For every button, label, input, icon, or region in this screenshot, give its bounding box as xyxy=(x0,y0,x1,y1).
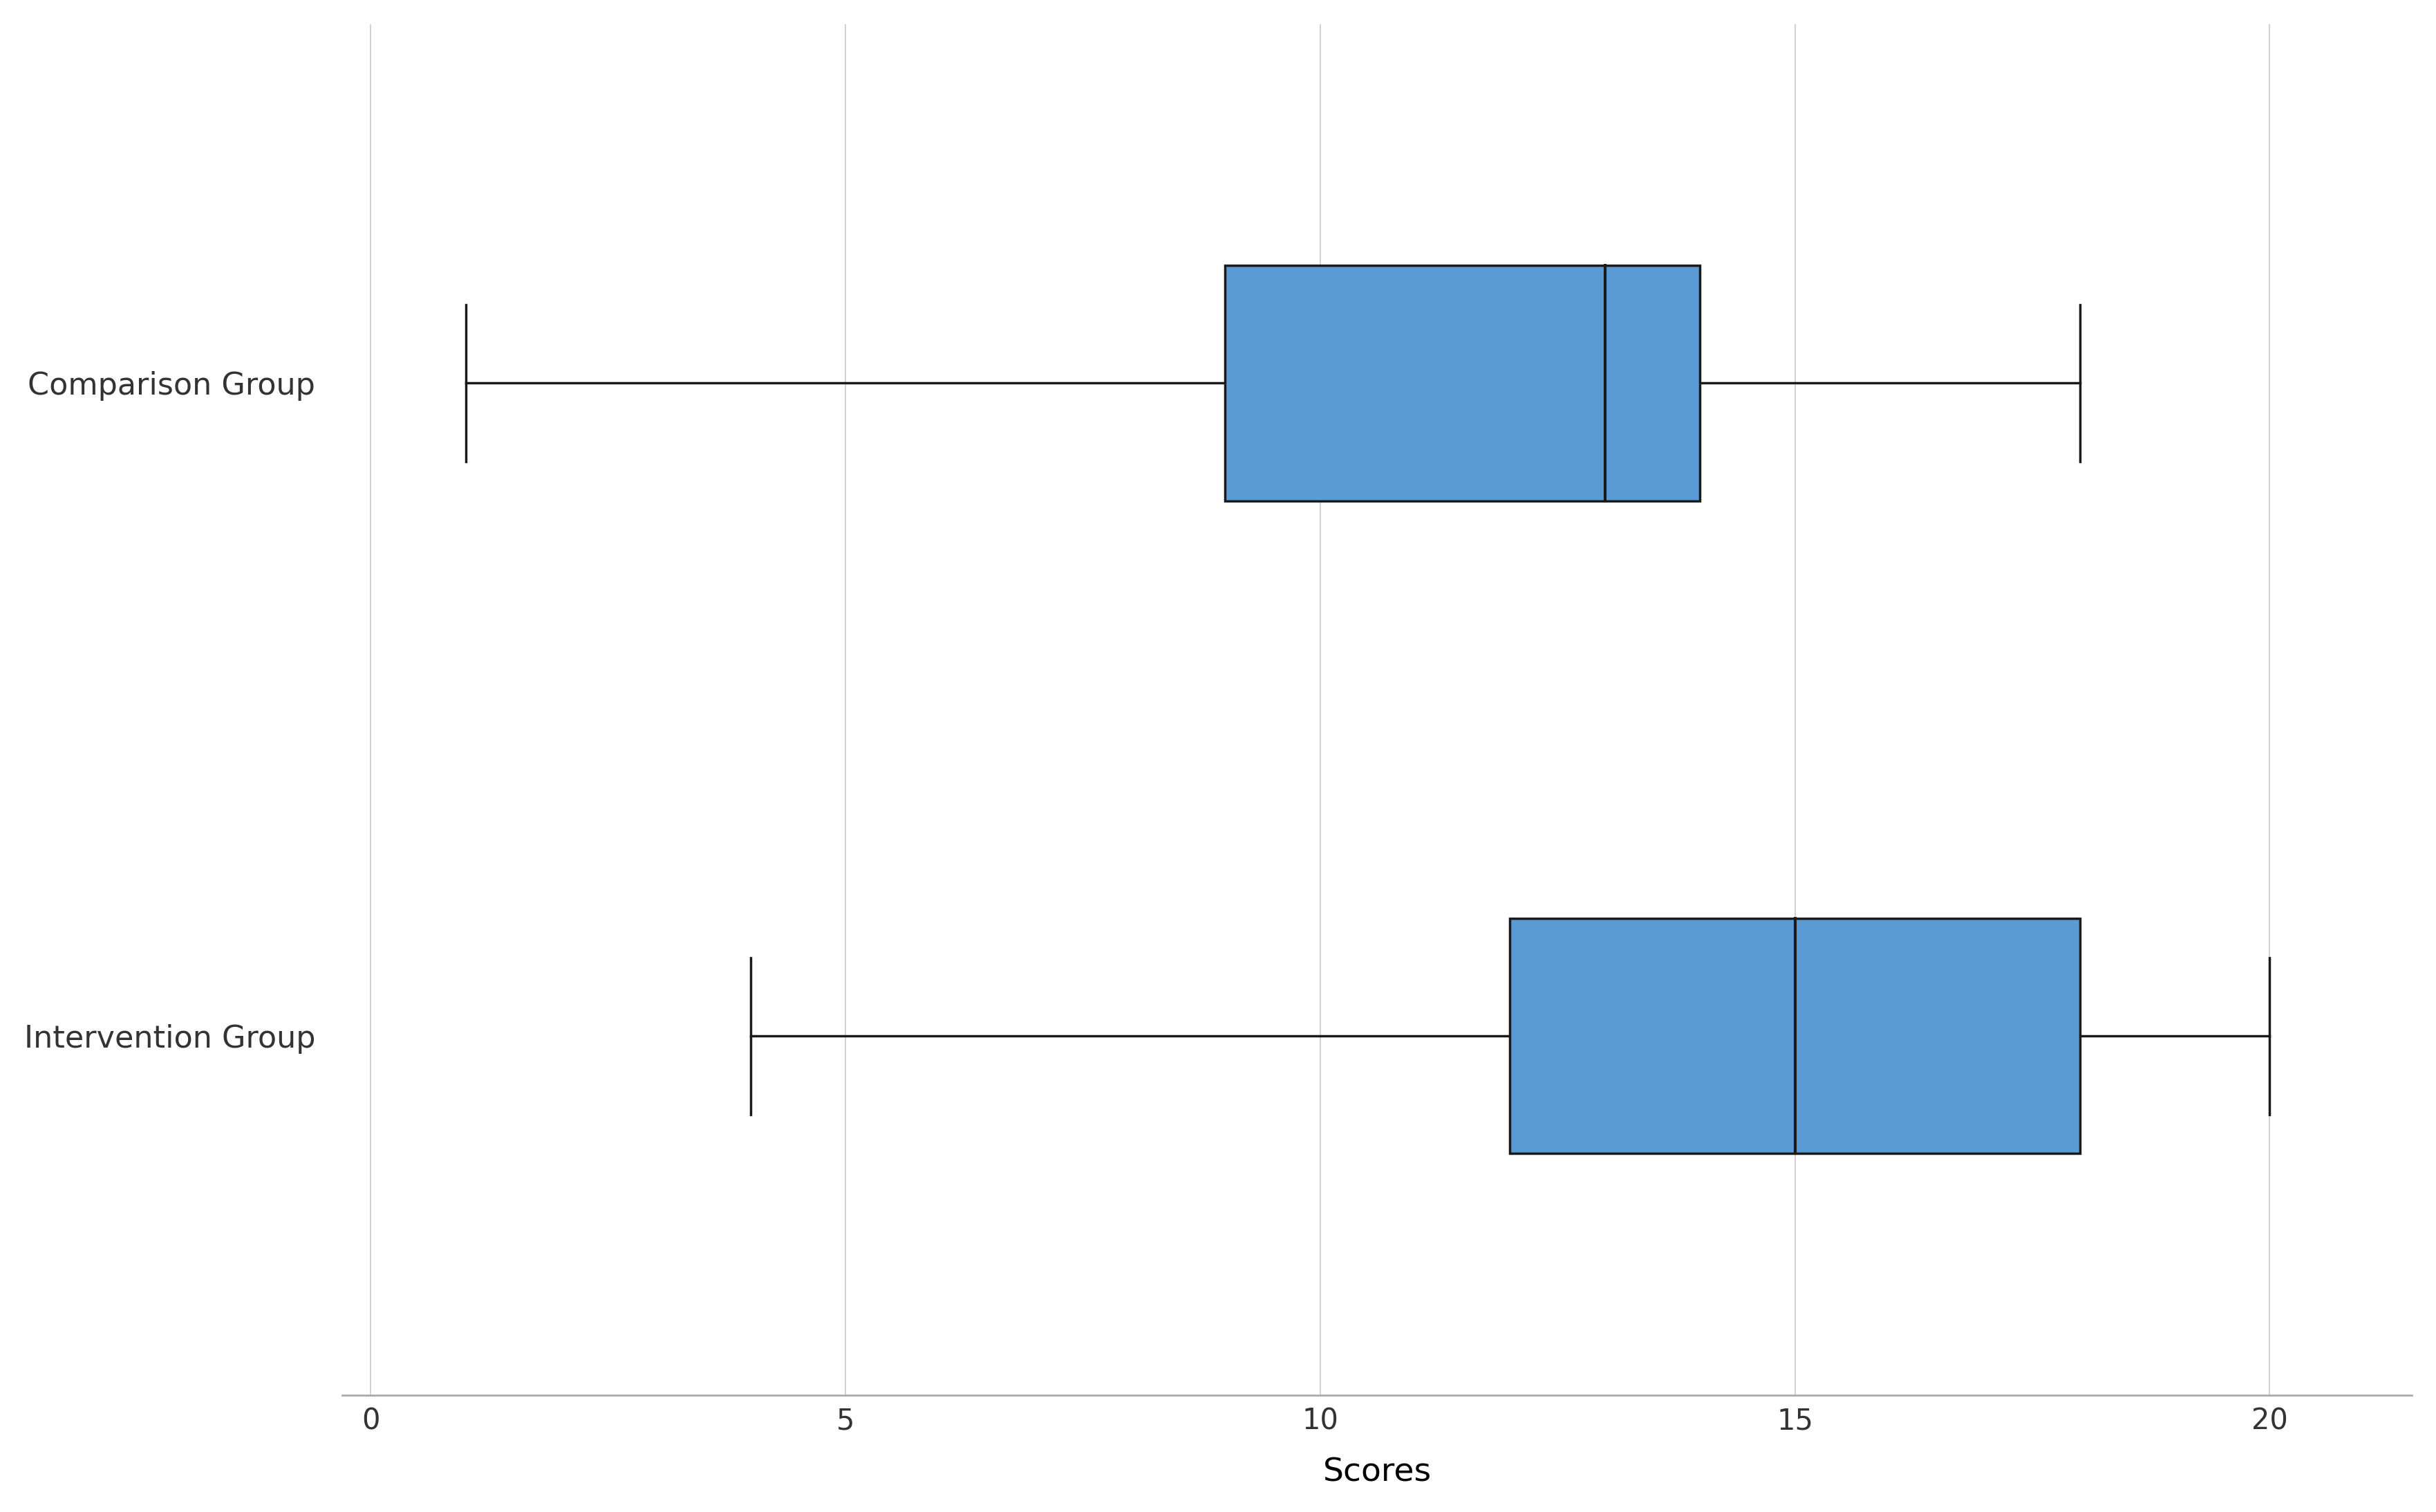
FancyBboxPatch shape xyxy=(1225,266,1700,500)
FancyBboxPatch shape xyxy=(1510,919,2080,1154)
X-axis label: Scores: Scores xyxy=(1323,1458,1432,1488)
